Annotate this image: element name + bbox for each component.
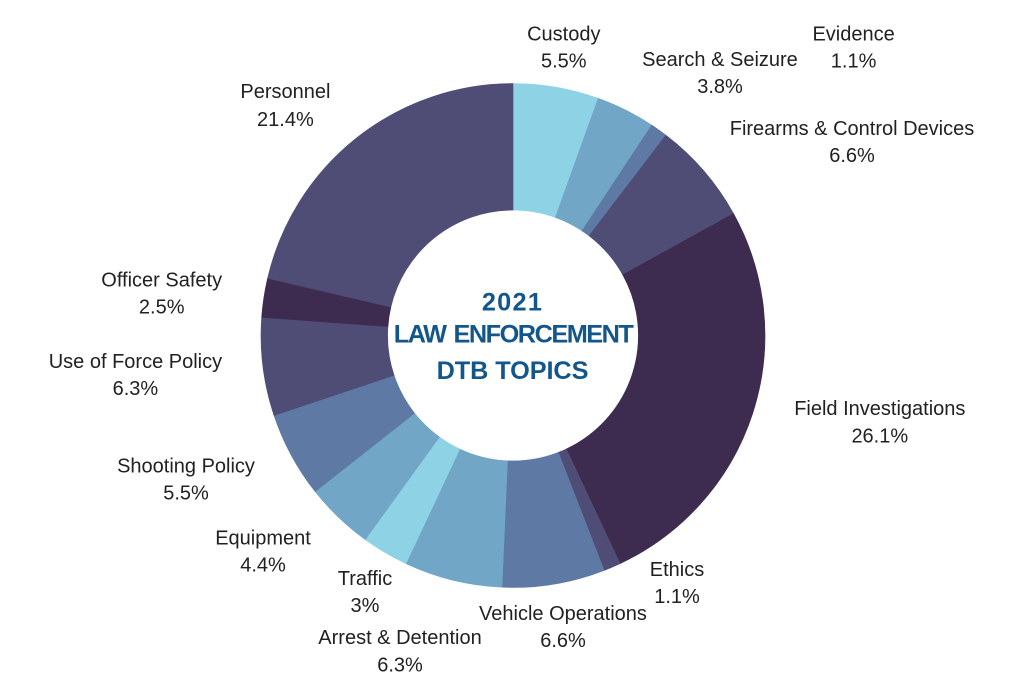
svg-text:Ethics: Ethics: [650, 559, 704, 581]
svg-text:Shooting Policy: Shooting Policy: [117, 455, 255, 477]
svg-text:Use of Force Policy: Use of Force Policy: [49, 351, 222, 373]
svg-text:Personnel: Personnel: [240, 81, 330, 103]
svg-text:Equipment: Equipment: [215, 527, 311, 549]
svg-text:3.8%: 3.8%: [697, 76, 743, 98]
svg-text:21.4%: 21.4%: [257, 109, 314, 131]
svg-text:5.5%: 5.5%: [163, 482, 209, 504]
svg-text:6.6%: 6.6%: [540, 630, 586, 652]
svg-text:Vehicle Operations: Vehicle Operations: [479, 603, 647, 625]
svg-text:6.3%: 6.3%: [113, 378, 159, 400]
svg-text:5.5%: 5.5%: [541, 51, 587, 73]
svg-text:DTB TOPICS: DTB TOPICS: [437, 357, 589, 385]
svg-text:Field Investigations: Field Investigations: [794, 398, 965, 420]
svg-text:3%: 3%: [351, 595, 380, 617]
svg-text:2021: 2021: [482, 288, 543, 316]
svg-text:1.1%: 1.1%: [654, 586, 700, 608]
svg-text:Custody: Custody: [527, 23, 600, 45]
svg-text:Evidence: Evidence: [812, 23, 894, 45]
svg-text:Search & Seizure: Search & Seizure: [642, 49, 798, 71]
svg-text:Firearms & Control Devices: Firearms & Control Devices: [730, 118, 975, 140]
svg-text:Officer Safety: Officer Safety: [101, 269, 222, 291]
svg-text:LAW ENFORCEMENT: LAW ENFORCEMENT: [394, 320, 635, 348]
svg-text:Traffic: Traffic: [338, 568, 392, 590]
svg-text:6.3%: 6.3%: [377, 655, 423, 677]
svg-text:26.1%: 26.1%: [851, 426, 908, 448]
svg-text:6.6%: 6.6%: [829, 145, 875, 167]
svg-text:1.1%: 1.1%: [831, 51, 877, 73]
svg-text:4.4%: 4.4%: [240, 554, 286, 576]
svg-text:Arrest & Detention: Arrest & Detention: [318, 627, 481, 649]
svg-text:2.5%: 2.5%: [139, 296, 185, 318]
